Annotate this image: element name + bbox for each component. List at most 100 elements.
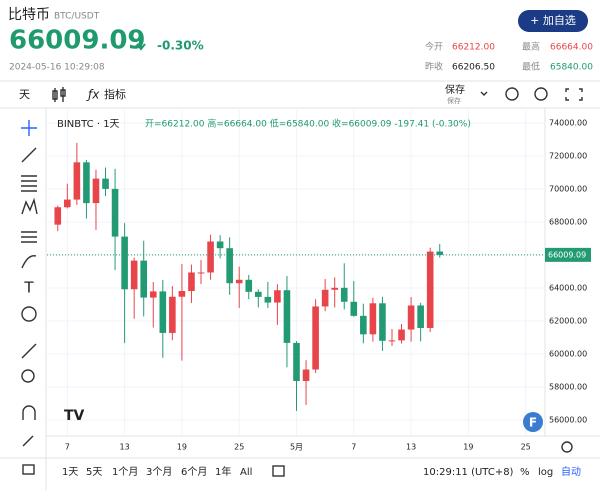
log[interactable]: log <box>538 467 553 478</box>
save[interactable]: 保存 <box>445 83 465 96</box>
candle-body <box>197 272 205 274</box>
percent[interactable]: % <box>520 467 530 478</box>
candle-body <box>274 290 281 303</box>
stat-label: 今开 <box>425 41 443 53</box>
last-price-box <box>545 247 591 262</box>
settings-icon[interactable] <box>561 441 573 453</box>
y-tick-label: 58000.00 <box>549 382 587 391</box>
change: -0.30% <box>157 39 204 53</box>
candle-body <box>188 272 195 292</box>
candle-body <box>121 236 128 290</box>
x-tick-label: 19 <box>177 443 187 452</box>
candle-body <box>398 329 405 341</box>
candle-body <box>407 305 415 330</box>
candle-body <box>235 279 243 284</box>
candle-body <box>379 303 386 341</box>
candle-body <box>92 178 100 204</box>
auto[interactable]: 自动 <box>561 465 581 478</box>
symbol: BTC/USDT <box>54 12 100 22</box>
magnet-tool[interactable] <box>22 405 36 420</box>
candle-body <box>350 301 358 316</box>
range-button[interactable]: 6个月 <box>181 466 207 478</box>
fx-icon[interactable]: ƒx <box>86 88 100 102</box>
candle-body <box>64 199 71 208</box>
candle-body <box>302 369 310 381</box>
candle-body <box>149 291 157 298</box>
interval[interactable]: 天 <box>19 88 30 101</box>
emoji-tool[interactable] <box>21 306 37 322</box>
indicators[interactable]: 指标 <box>104 87 126 101</box>
stat-value: 66206.50 <box>452 63 495 73</box>
candle-body <box>216 241 224 249</box>
range-button[interactable]: 1年 <box>215 465 231 478</box>
candle-body <box>321 289 329 307</box>
candle-body <box>83 162 90 204</box>
candle-icon[interactable] <box>52 87 66 102</box>
stat-label: 最低 <box>522 61 540 73</box>
settings-icon[interactable] <box>534 87 548 101</box>
dropdown[interactable] <box>480 91 488 96</box>
x-tick-label: 7 <box>351 443 356 452</box>
range-button[interactable]: 1个月 <box>112 466 138 478</box>
pattern-tool[interactable] <box>21 197 38 215</box>
calendar-icon[interactable] <box>272 465 285 477</box>
y-tick-label: 70000.00 <box>549 185 587 194</box>
candle-body <box>426 251 434 328</box>
range-button[interactable]: All <box>240 467 252 478</box>
range-button[interactable]: 1天 <box>62 467 78 478</box>
candle-body <box>255 291 262 297</box>
candle-body <box>102 178 109 189</box>
text-tool[interactable]: T <box>23 279 34 297</box>
range-button[interactable]: 3个月 <box>146 466 172 478</box>
lock-tool[interactable] <box>22 464 35 475</box>
x-tick-label: 5月 <box>290 443 303 452</box>
candle-body <box>54 207 62 225</box>
candle-body <box>169 296 176 333</box>
save-sub[interactable]: 保存 <box>447 96 461 105</box>
line-tool[interactable] <box>21 147 37 163</box>
y-tick-label: 60000.00 <box>549 349 587 358</box>
title: 比特币 <box>8 7 50 23</box>
draw-lock-tool[interactable] <box>22 435 34 447</box>
x-tick-label: 25 <box>234 443 244 452</box>
candle-body <box>388 340 396 342</box>
tv-logo[interactable]: TV <box>64 408 85 424</box>
candle-body <box>73 162 81 200</box>
candle-body <box>264 296 272 303</box>
x-tick-label: 25 <box>521 443 531 452</box>
fullscreen-icon[interactable] <box>565 88 583 101</box>
alert-icon[interactable] <box>505 87 519 101</box>
channel-tool[interactable] <box>21 231 37 243</box>
candle-body <box>312 306 319 370</box>
y-tick-label: 72000.00 <box>549 152 587 161</box>
candle-body <box>331 287 338 290</box>
candle-body <box>111 188 119 237</box>
legend-ohlc: 开=66212.00 高=66664.00 低=65840.00 收=66009… <box>145 118 471 130</box>
ruler-tool[interactable] <box>21 343 37 359</box>
price: 66009.09 <box>9 26 146 56</box>
candle-body <box>417 305 424 328</box>
stat-value: 65840.00 <box>550 63 593 73</box>
add-button[interactable] <box>518 10 588 32</box>
fib-tool[interactable] <box>21 175 37 192</box>
stat-value: 66664.00 <box>550 43 593 53</box>
timestamp: 2024-05-16 10:29:08 <box>9 63 105 73</box>
candle-body <box>207 241 214 273</box>
brush-tool[interactable] <box>21 255 37 269</box>
y-tick-label: 56000.00 <box>549 415 587 424</box>
candle-body <box>436 251 444 255</box>
add-button-label[interactable]: + 加自选 <box>530 14 576 27</box>
zoom-tool[interactable] <box>21 369 35 383</box>
y-tick-label: 64000.00 <box>549 284 587 293</box>
cross-tool[interactable] <box>21 120 37 136</box>
f-badge-label[interactable]: F <box>529 416 537 430</box>
candle-body <box>245 279 253 292</box>
candle-body <box>360 315 367 335</box>
stat-label: 昨收 <box>425 61 443 73</box>
y-tick-label: 68000.00 <box>549 218 587 227</box>
range-button[interactable]: 5天 <box>86 467 102 478</box>
clock: 10:29:11 (UTC+8) <box>423 467 514 478</box>
last-price-label: 66009.09 <box>548 250 586 259</box>
f-badge[interactable] <box>523 412 543 432</box>
